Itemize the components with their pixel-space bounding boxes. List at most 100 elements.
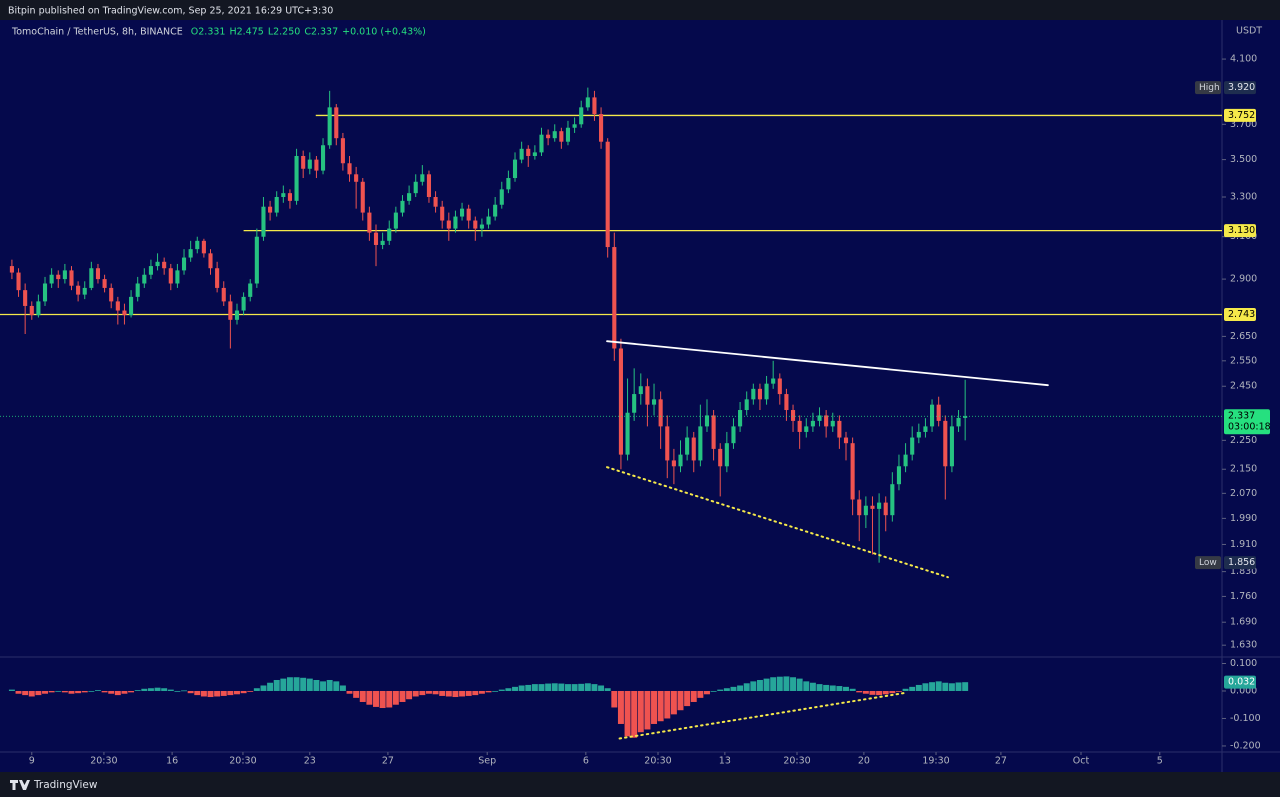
x-tick-label: 9 (29, 756, 35, 767)
candle-body (162, 261, 167, 269)
histogram-bar (214, 690, 221, 697)
histogram-bar (902, 688, 909, 691)
candle-body (790, 410, 796, 421)
histogram-bar (154, 687, 161, 691)
histogram-bar (617, 690, 624, 724)
last-price-label: 2.337 (1228, 411, 1255, 422)
histogram-bar (704, 690, 710, 695)
histogram-bar (876, 690, 883, 696)
candle-body (493, 204, 498, 217)
level-label: 3.130 (1228, 225, 1255, 236)
histogram-bar (756, 679, 763, 691)
candle-body (89, 268, 94, 288)
osc-last-box (1224, 675, 1256, 689)
y-tick-label: 2.900 (1230, 274, 1257, 285)
candle-body (559, 131, 564, 142)
symbol-title: TomoChain / TetherUS, 8h, BINANCE (11, 27, 183, 38)
candle-body (830, 420, 835, 427)
candle-body (718, 448, 723, 467)
y-tick-label: 1.830 (1230, 566, 1257, 577)
histogram-bar (657, 690, 664, 722)
trendline (606, 466, 949, 579)
histogram-bar (326, 679, 333, 691)
x-tick-label: Oct (1073, 756, 1090, 767)
level-label-box (1224, 224, 1256, 238)
histogram-bar (353, 690, 360, 698)
histogram-bar (611, 690, 618, 708)
ohlc-value: L2.250 (268, 27, 301, 38)
candle-body (420, 174, 425, 182)
histogram-bar (598, 685, 605, 691)
candle-body (532, 152, 537, 156)
candle-body (188, 249, 193, 258)
histogram-bar (836, 686, 843, 691)
candle-body (201, 240, 206, 254)
histogram-bar (280, 678, 287, 691)
candle-body (837, 420, 842, 438)
currency-label: USDT (1236, 26, 1262, 37)
histogram-bar (843, 686, 849, 691)
histogram-bar (664, 690, 671, 719)
candle-body (585, 97, 590, 108)
candle-body (499, 189, 504, 205)
histogram-bar (637, 690, 644, 733)
histogram-bar (823, 684, 830, 691)
histogram-bar (260, 685, 267, 691)
candle-body (751, 388, 756, 400)
x-tick-label: 5 (1157, 756, 1163, 767)
histogram-bar (909, 686, 916, 691)
x-tick-label: 13 (719, 756, 731, 767)
histogram-bar (293, 677, 300, 691)
candle-body (539, 134, 544, 153)
histogram-bar (962, 682, 969, 691)
histogram-bar (558, 683, 565, 691)
histogram-bar (518, 685, 525, 691)
candle-body (943, 420, 948, 467)
candle-body (175, 270, 180, 284)
histogram-bar (88, 690, 95, 692)
histogram-bar (770, 677, 777, 691)
histogram-bar (234, 690, 240, 695)
y-tick-label: 1.630 (1230, 640, 1257, 651)
y-tick-label: 3.500 (1230, 154, 1257, 165)
hl-tag-box (1195, 556, 1221, 570)
histogram-bar (604, 688, 611, 691)
candle-body (804, 426, 809, 432)
last-price-box (1224, 409, 1270, 435)
histogram-bar (545, 683, 552, 691)
histogram-bar (55, 690, 62, 692)
histogram-bar (187, 690, 194, 694)
histogram-bar (419, 690, 426, 696)
histogram-bar (313, 679, 320, 691)
histogram-bar (809, 682, 816, 691)
histogram-bar (670, 690, 677, 715)
histogram-bar (816, 684, 823, 691)
y-tick-label: 3.300 (1230, 191, 1257, 202)
histogram-bar (862, 690, 869, 694)
histogram-bar (717, 689, 724, 691)
level-label: 2.743 (1228, 309, 1255, 320)
histogram-bar (366, 690, 373, 705)
candle-body (314, 159, 319, 171)
candle-body (393, 212, 398, 229)
candle-body (195, 240, 200, 250)
histogram-bar (935, 681, 942, 691)
histogram-bar (406, 690, 413, 700)
histogram-bar (571, 684, 578, 691)
candle-body (963, 416, 968, 418)
histogram-bar (61, 690, 68, 693)
candle-body (724, 443, 729, 467)
candle-body (42, 283, 48, 302)
candle-body (268, 206, 273, 213)
candle-body (599, 114, 604, 142)
candle-body (307, 159, 312, 169)
histogram-bar (763, 678, 770, 691)
histogram-bar (730, 686, 737, 691)
candle-body (320, 145, 326, 171)
candle-body (407, 193, 412, 201)
x-tick-label: 6 (583, 756, 589, 767)
candle-body (215, 268, 220, 288)
histogram-bar (942, 682, 949, 691)
candle-body (824, 415, 829, 427)
